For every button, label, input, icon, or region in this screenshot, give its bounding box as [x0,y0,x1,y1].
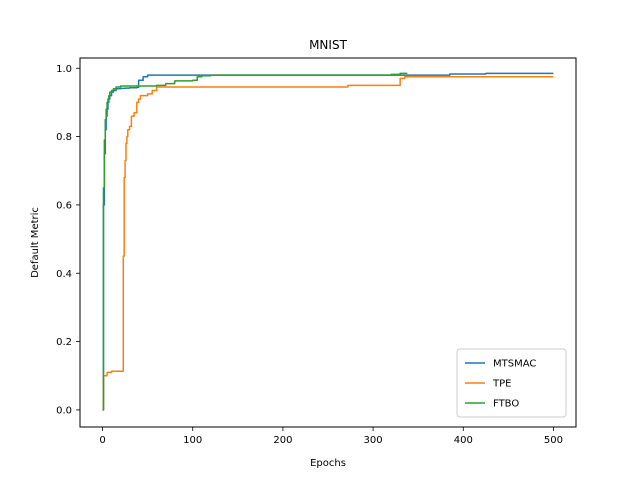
x-tick-label: 300 [364,435,383,446]
legend-label: TPE [492,379,511,390]
x-axis-title: Epochs [310,458,346,469]
series-line-ftbo [102,72,408,411]
y-axis-title: Default Metric [30,207,41,278]
x-tick-label: 400 [454,435,473,446]
x-tick-label: 500 [544,435,563,446]
legend: MTSMAC TPE FTBO [456,348,567,418]
y-tick-label: 0.6 [56,200,72,211]
series-lines [102,72,554,411]
y-axis: 0.0 0.2 0.4 0.6 0.8 1.0 [56,64,80,416]
y-tick-label: 1.0 [56,64,72,75]
x-axis: 0 100 200 300 400 500 [99,427,563,446]
x-tick-label: 0 [99,435,105,446]
legend-box [456,348,567,418]
plot-frame [79,57,577,428]
legend-label: FTBO [493,399,519,410]
legend-label: MTSMAC [493,359,536,370]
y-tick-label: 0.8 [56,132,72,143]
y-tick-label: 0.4 [56,269,72,280]
x-tick-label: 100 [183,435,202,446]
y-tick-label: 0.2 [56,337,72,348]
x-tick-label: 200 [273,435,292,446]
series-line-tpe [102,76,554,411]
y-tick-label: 0.0 [56,405,72,416]
chart-title: MNIST [309,38,347,52]
